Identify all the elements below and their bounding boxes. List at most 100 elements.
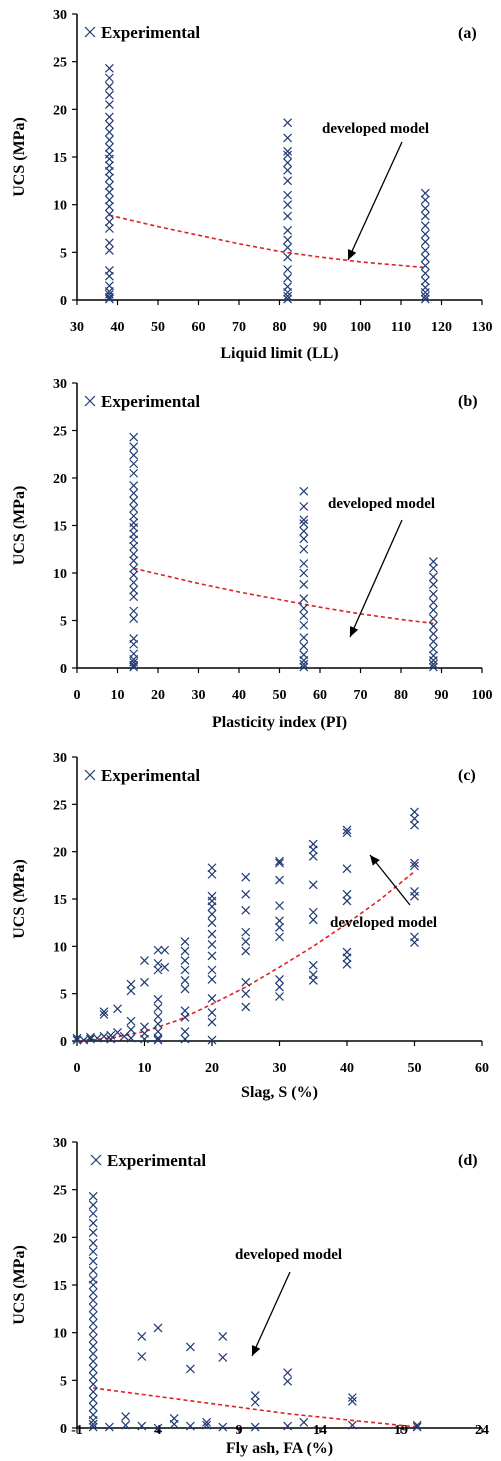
x-axis-label: Liquid limit (LL) [220, 345, 338, 362]
data-point [428, 579, 438, 589]
data-point [420, 291, 430, 301]
data-point [129, 556, 139, 566]
data-point [207, 918, 217, 928]
data-point [129, 549, 139, 559]
data-point [104, 281, 114, 291]
data-point [299, 611, 309, 621]
data-point [420, 221, 430, 231]
x-tick-label: 90 [435, 688, 449, 703]
data-point [428, 589, 438, 599]
annotation-label: developed model [328, 496, 435, 512]
data-point [104, 246, 114, 255]
data-point [153, 1423, 163, 1433]
data-point [207, 909, 217, 919]
data-point [308, 915, 318, 925]
data-point [129, 634, 139, 643]
data-point [420, 237, 430, 247]
data-point [140, 977, 149, 987]
data-point [275, 916, 284, 926]
data-point [342, 889, 352, 899]
data-point [420, 211, 430, 221]
data-point [218, 1422, 228, 1432]
data-point [129, 563, 139, 573]
data-point [180, 1034, 190, 1044]
x-tick-label: 60 [475, 1061, 489, 1076]
data-point [88, 1419, 98, 1429]
data-point [104, 187, 114, 197]
data-point [129, 614, 139, 624]
data-point [104, 181, 114, 191]
data-point [420, 276, 430, 286]
x-tick-label: 110 [391, 320, 411, 335]
y-tick-label: 25 [53, 425, 67, 440]
data-point [104, 161, 114, 171]
data-point [88, 1356, 98, 1366]
data-point [88, 1209, 98, 1218]
arrow-head [252, 1345, 261, 1356]
data-point [129, 662, 139, 672]
data-point [129, 522, 139, 532]
chart-panel-3: 0 5 10 15 20 25 30 0 10 20 30 40 50 60 Slag, S (%) UCS … [11, 751, 489, 1101]
data-point [207, 1035, 217, 1045]
data-point [420, 188, 430, 198]
data-point [153, 1033, 163, 1043]
data-point [218, 1332, 228, 1341]
data-point [410, 887, 419, 896]
x-tick-label: 20 [205, 1061, 219, 1076]
x-tick-label: 14 [313, 1423, 327, 1438]
data-point [299, 594, 309, 604]
data-point [104, 135, 114, 145]
data-point [410, 820, 419, 830]
y-tick-label: 30 [53, 1136, 67, 1151]
data-point [347, 1420, 357, 1430]
model-curve [133, 567, 434, 625]
data-point [428, 563, 438, 573]
data-point [129, 578, 139, 587]
x-tick-label: 90 [313, 320, 327, 335]
data-point [283, 265, 293, 274]
y-tick-label: 30 [53, 8, 67, 23]
data-point [207, 863, 217, 873]
data-point [283, 190, 293, 200]
data-point [104, 90, 114, 100]
data-point [428, 605, 438, 615]
data-point [250, 1397, 260, 1407]
data-point [180, 1027, 190, 1036]
x-tick-label: 9 [236, 1423, 243, 1438]
panel-label: (b) [458, 393, 478, 410]
data-point [299, 568, 309, 578]
data-point [104, 173, 114, 183]
data-point [283, 1376, 293, 1386]
x-axis-label: Fly ash, FA (%) [226, 1440, 333, 1457]
data-point [129, 518, 139, 528]
data-point [308, 970, 318, 980]
data-point [308, 851, 318, 861]
y-tick-label: 0 [60, 662, 67, 677]
data-point [207, 993, 217, 1003]
x-tick-label: 80 [273, 320, 287, 335]
data-point [342, 896, 352, 906]
data-point [140, 1034, 149, 1044]
x-tick-label: 30 [70, 320, 84, 335]
data-point [412, 1422, 422, 1432]
data-point [180, 984, 190, 994]
data-point [420, 261, 430, 271]
data-point [104, 238, 114, 248]
data-point [410, 891, 419, 901]
data-point [241, 989, 251, 999]
data-point [140, 956, 149, 965]
data-point [129, 606, 139, 616]
data-point [412, 1420, 422, 1430]
x-tick-label: 10 [111, 688, 125, 703]
data-point [207, 1017, 217, 1027]
data-point [104, 195, 114, 205]
data-point [92, 1033, 102, 1043]
data-point [88, 1341, 98, 1351]
data-point [283, 150, 293, 160]
data-point [299, 486, 309, 496]
data-point [104, 209, 114, 219]
data-point [137, 1332, 147, 1341]
data-point [106, 1034, 116, 1044]
data-point [250, 1422, 260, 1432]
data-point [180, 1012, 190, 1022]
